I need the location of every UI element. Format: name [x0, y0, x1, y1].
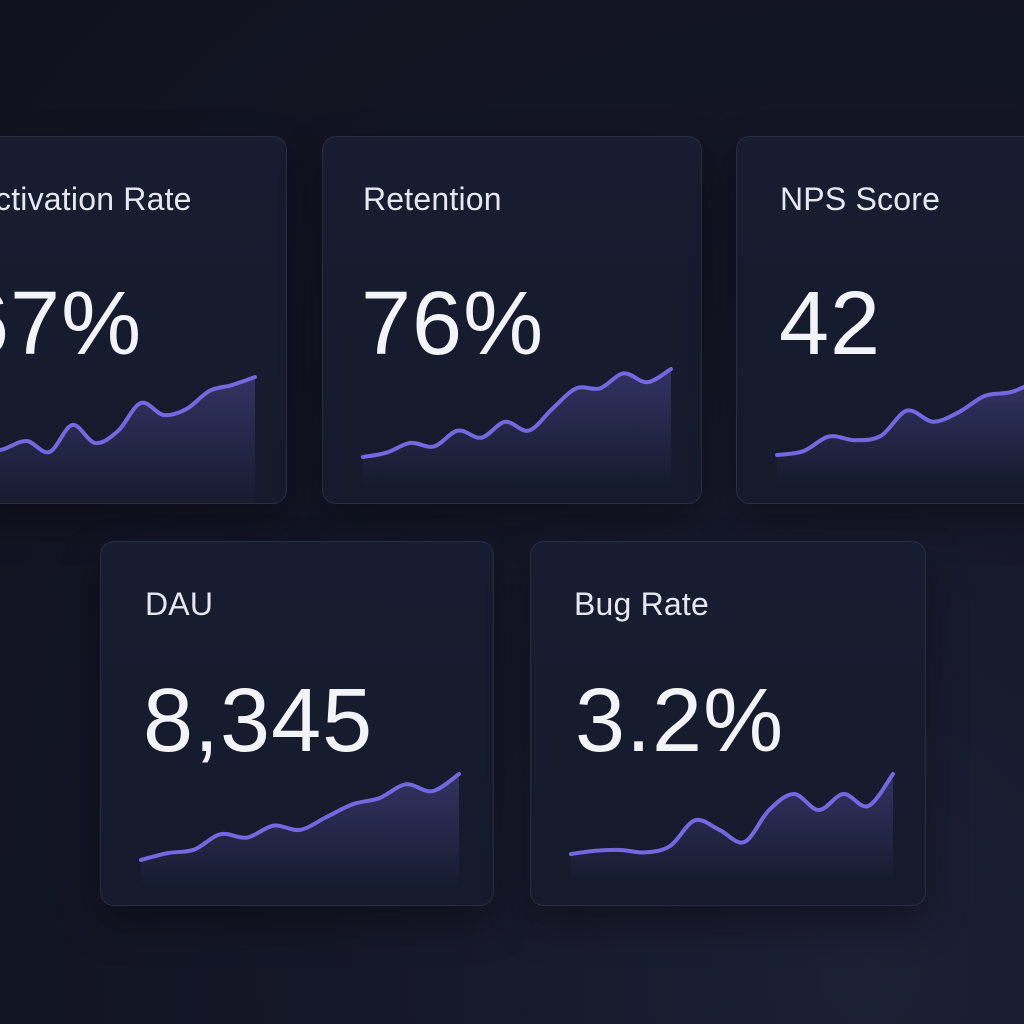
sparkline-line: [0, 375, 257, 455]
metric-card-activation-rate[interactable]: ctivation Rate 67%: [0, 136, 287, 504]
sparkline-line: [569, 772, 895, 856]
card-value: 8,345: [143, 671, 374, 771]
metric-card-retention[interactable]: Retention 76%: [322, 136, 702, 504]
sparkline-area: [571, 774, 893, 884]
metric-card-dau[interactable]: DAU 8,345: [100, 541, 494, 906]
card-label: Bug Rate: [574, 586, 710, 622]
card-label: NPS Score: [780, 181, 941, 217]
card-label: DAU: [145, 586, 214, 622]
sparkline-area: [0, 377, 255, 503]
sparkline-chart: [569, 772, 895, 884]
card-value: 3.2%: [575, 671, 785, 771]
sparkline-line: [775, 384, 1024, 457]
sparkline-chart: [139, 772, 461, 890]
sparkline-chart: [775, 384, 1024, 485]
card-label: ctivation Rate: [0, 181, 192, 217]
sparkline-area: [141, 774, 459, 890]
card-label: Retention: [363, 181, 502, 217]
sparkline-line: [139, 772, 461, 862]
card-value: 42: [779, 274, 882, 374]
card-value: 76%: [361, 274, 545, 374]
metric-card-bug-rate[interactable]: Bug Rate 3.2%: [530, 541, 926, 906]
sparkline-chart: [0, 375, 257, 503]
sparkline-chart: [361, 367, 673, 487]
sparkline-line: [361, 367, 673, 459]
card-value: 67%: [0, 274, 143, 374]
metric-card-nps-score[interactable]: NPS Score 42: [736, 136, 1024, 504]
